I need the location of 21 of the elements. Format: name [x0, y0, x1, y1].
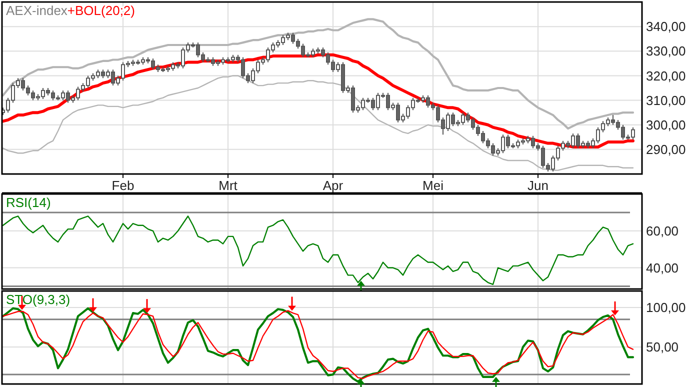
x-tick-label: Mrt: [218, 178, 238, 193]
y-tick-label: 310,00: [646, 92, 686, 108]
y-tick-label: 60,00: [646, 223, 679, 238]
y-tick-label: 320,00: [646, 68, 686, 84]
x-tick-label: Apr: [322, 178, 344, 193]
line-series: [2, 216, 634, 285]
y-tick-label: 330,00: [646, 44, 686, 59]
y-tick-label: 50,00: [646, 340, 679, 355]
chart-title: AEX-index: [6, 3, 68, 18]
y-tick-label: 100,00: [646, 300, 686, 316]
x-tick-label: Feb: [112, 178, 134, 193]
series-label: RSI(14): [6, 195, 51, 210]
line-series: [2, 75, 634, 171]
line-series: [2, 18, 634, 130]
text: +BOL(20;2): [67, 3, 135, 18]
y-tick-label: 40,00: [646, 260, 679, 276]
y-tick-label: 340,00: [646, 19, 686, 34]
y-tick-label: 300,00: [646, 117, 686, 132]
x-tick-label: Mei: [422, 178, 444, 193]
y-tick-label: 290,00: [646, 142, 686, 157]
x-tick-label: Jun: [528, 178, 548, 193]
